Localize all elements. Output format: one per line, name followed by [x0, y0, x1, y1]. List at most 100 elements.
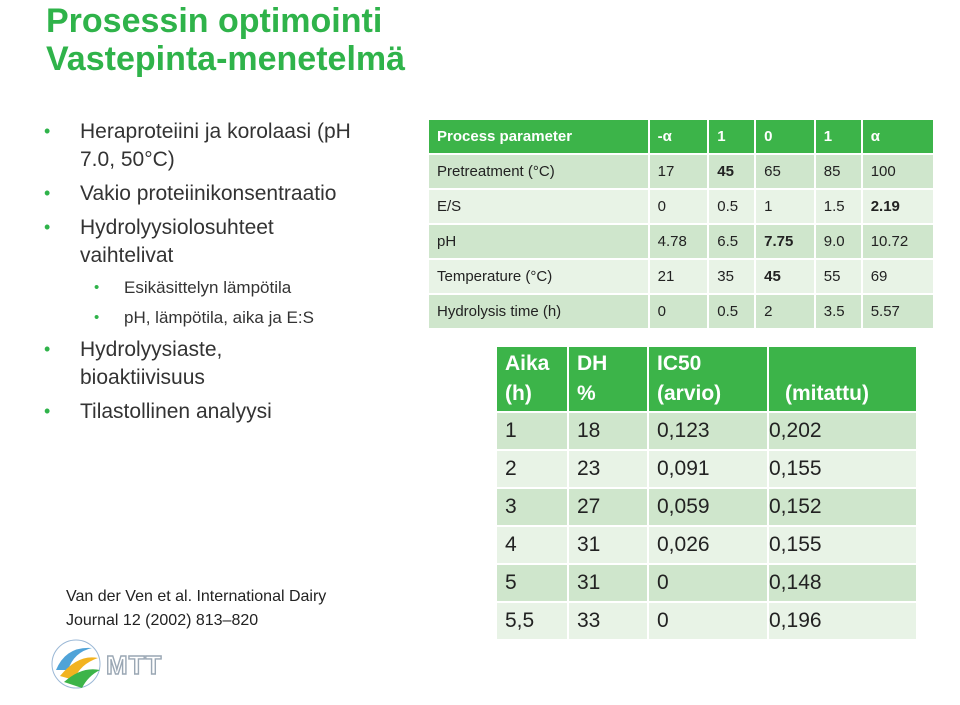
- param-value-cell: 2: [754, 293, 816, 330]
- bullet-text: Vakio proteiinikonsentraatio: [80, 182, 337, 205]
- bullet-item: • Heraproteiini ja korolaasi (pH: [44, 118, 414, 146]
- results-cell: 0,202: [767, 411, 918, 451]
- bullet-icon: •: [44, 339, 51, 359]
- header-mitattu-label: (mitattu): [785, 382, 869, 405]
- params-header-cell: Process parameter: [427, 118, 650, 155]
- param-value-cell: 0.5: [707, 293, 757, 330]
- mtt-logo-icon: MTT: [51, 639, 162, 689]
- results-cell: 0,155: [767, 525, 918, 565]
- title-line-1: Prosessin optimointi: [46, 2, 383, 40]
- bullet-text: Esikäsittelyn lämpötila: [124, 278, 292, 297]
- results-cell: 31: [567, 525, 649, 565]
- params-row: E/S 0 0.5 1 1.5 2.19: [427, 188, 936, 225]
- param-name-cell: E/S: [427, 188, 650, 225]
- results-row: 3 27 0,059 0,152: [495, 487, 918, 527]
- param-value-cell: 7.75: [754, 223, 816, 260]
- param-value-cell: 45: [754, 258, 816, 295]
- bullet-item: bioaktiivisuus: [44, 364, 414, 392]
- sub-bullet-item: • Esikäsittelyn lämpötila: [44, 276, 414, 300]
- results-cell: 0: [647, 563, 769, 603]
- results-cell: 0,196: [767, 601, 918, 641]
- results-cell: 0,148: [767, 563, 918, 603]
- params-header-row: Process parameter -α 1 0 1 α: [427, 118, 936, 155]
- header-dh: DH %: [567, 345, 649, 413]
- param-value-cell: 85: [813, 153, 863, 190]
- bullet-item: • Hydrolyysiolosuhteet: [44, 214, 414, 242]
- params-row: Hydrolysis time (h) 0 0.5 2 3.5 5.57: [427, 293, 936, 330]
- header-dh-line2: %: [577, 382, 596, 405]
- results-cell: 5,5: [495, 601, 569, 641]
- bullet-item: 7.0, 50°C): [44, 146, 414, 174]
- results-row: 1 18 0,123 0,202: [495, 411, 918, 451]
- results-cell: 2: [495, 449, 569, 489]
- param-value-cell: 100: [860, 153, 936, 190]
- param-value-cell: 1: [754, 188, 816, 225]
- results-cell: 3: [495, 487, 569, 527]
- header-aika: Aika (h): [495, 345, 569, 413]
- param-value-cell: 69: [860, 258, 936, 295]
- hydrolysis-results-table: Aika (h) DH % IC50 (arvio) (mitattu) 1 18…: [495, 345, 918, 641]
- params-header-cell: 0: [754, 118, 816, 155]
- param-value-cell: 21: [647, 258, 710, 295]
- param-value-cell: 0.5: [707, 188, 757, 225]
- process-parameter-table: Process parameter -α 1 0 1 α Pretreatmen…: [427, 118, 936, 330]
- results-row: 4 31 0,026 0,155: [495, 525, 918, 565]
- logo-text: MTT: [106, 650, 162, 680]
- results-cell: 0,155: [767, 449, 918, 489]
- results-cell: 18: [567, 411, 649, 451]
- param-value-cell: 0: [647, 293, 710, 330]
- results-row: 2 23 0,091 0,155: [495, 449, 918, 489]
- results-cell: 0,026: [647, 525, 769, 565]
- results-cell: 1: [495, 411, 569, 451]
- params-header-cell: -α: [647, 118, 710, 155]
- header-aika-line1: Aika: [505, 352, 550, 375]
- param-value-cell: 10.72: [860, 223, 936, 260]
- param-value-cell: 2.19: [860, 188, 936, 225]
- header-ic50-line1: IC50: [657, 352, 702, 375]
- param-value-cell: 65: [754, 153, 816, 190]
- param-value-cell: 4.78: [647, 223, 710, 260]
- results-cell: 33: [567, 601, 649, 641]
- param-value-cell: 9.0: [813, 223, 863, 260]
- sub-bullet-item: • pH, lämpötila, aika ja E:S: [44, 306, 414, 330]
- reference-line-1: Van der Ven et al. International Dairy: [66, 588, 327, 605]
- param-name-cell: Pretreatment (°C): [427, 153, 650, 190]
- results-cell: 0,091: [647, 449, 769, 489]
- bullet-text: Hydrolyysiolosuhteet: [80, 216, 274, 239]
- results-cell: 0: [647, 601, 769, 641]
- params-row: pH 4.78 6.5 7.75 9.0 10.72: [427, 223, 936, 260]
- param-value-cell: 1.5: [813, 188, 863, 225]
- results-cell: 0,123: [647, 411, 769, 451]
- header-dh-line1: DH: [577, 352, 608, 375]
- param-value-cell: 55: [813, 258, 863, 295]
- bullet-item: • Tilastollinen analyysi: [44, 398, 414, 426]
- bullet-text: bioaktiivisuus: [80, 366, 205, 389]
- header-mitattu: (mitattu): [767, 345, 918, 413]
- params-header-cell: α: [860, 118, 936, 155]
- results-cell: 31: [567, 563, 649, 603]
- param-value-cell: 17: [647, 153, 710, 190]
- param-name-cell: Hydrolysis time (h): [427, 293, 650, 330]
- results-cell: 0,152: [767, 487, 918, 527]
- results-cell: 4: [495, 525, 569, 565]
- param-name-cell: pH: [427, 223, 650, 260]
- param-value-cell: 3.5: [813, 293, 863, 330]
- slide-title: Prosessin optimointi Vastepinta-menetelm…: [46, 2, 405, 78]
- bullet-item: vaihtelivat: [44, 242, 414, 270]
- bullet-text: 7.0, 50°C): [80, 148, 175, 171]
- results-cell: 5: [495, 563, 569, 603]
- bullet-text: Hydrolyysiaste,: [80, 338, 223, 361]
- reference-line-2: Journal 12 (2002) 813–820: [66, 612, 259, 629]
- params-header-cell: 1: [707, 118, 757, 155]
- bullet-text: vaihtelivat: [80, 244, 174, 267]
- bullet-icon: •: [44, 121, 51, 141]
- bullet-icon: •: [44, 183, 51, 203]
- params-row: Pretreatment (°C) 17 45 65 85 100: [427, 153, 936, 190]
- results-row: 5 31 0 0,148: [495, 563, 918, 603]
- results-cell: 27: [567, 487, 649, 527]
- bullet-item: • Hydrolyysiaste,: [44, 336, 414, 364]
- param-value-cell: 0: [647, 188, 710, 225]
- title-line-2: Vastepinta-menetelmä: [46, 40, 406, 78]
- param-value-cell: 35: [707, 258, 757, 295]
- params-header-cell: 1: [813, 118, 863, 155]
